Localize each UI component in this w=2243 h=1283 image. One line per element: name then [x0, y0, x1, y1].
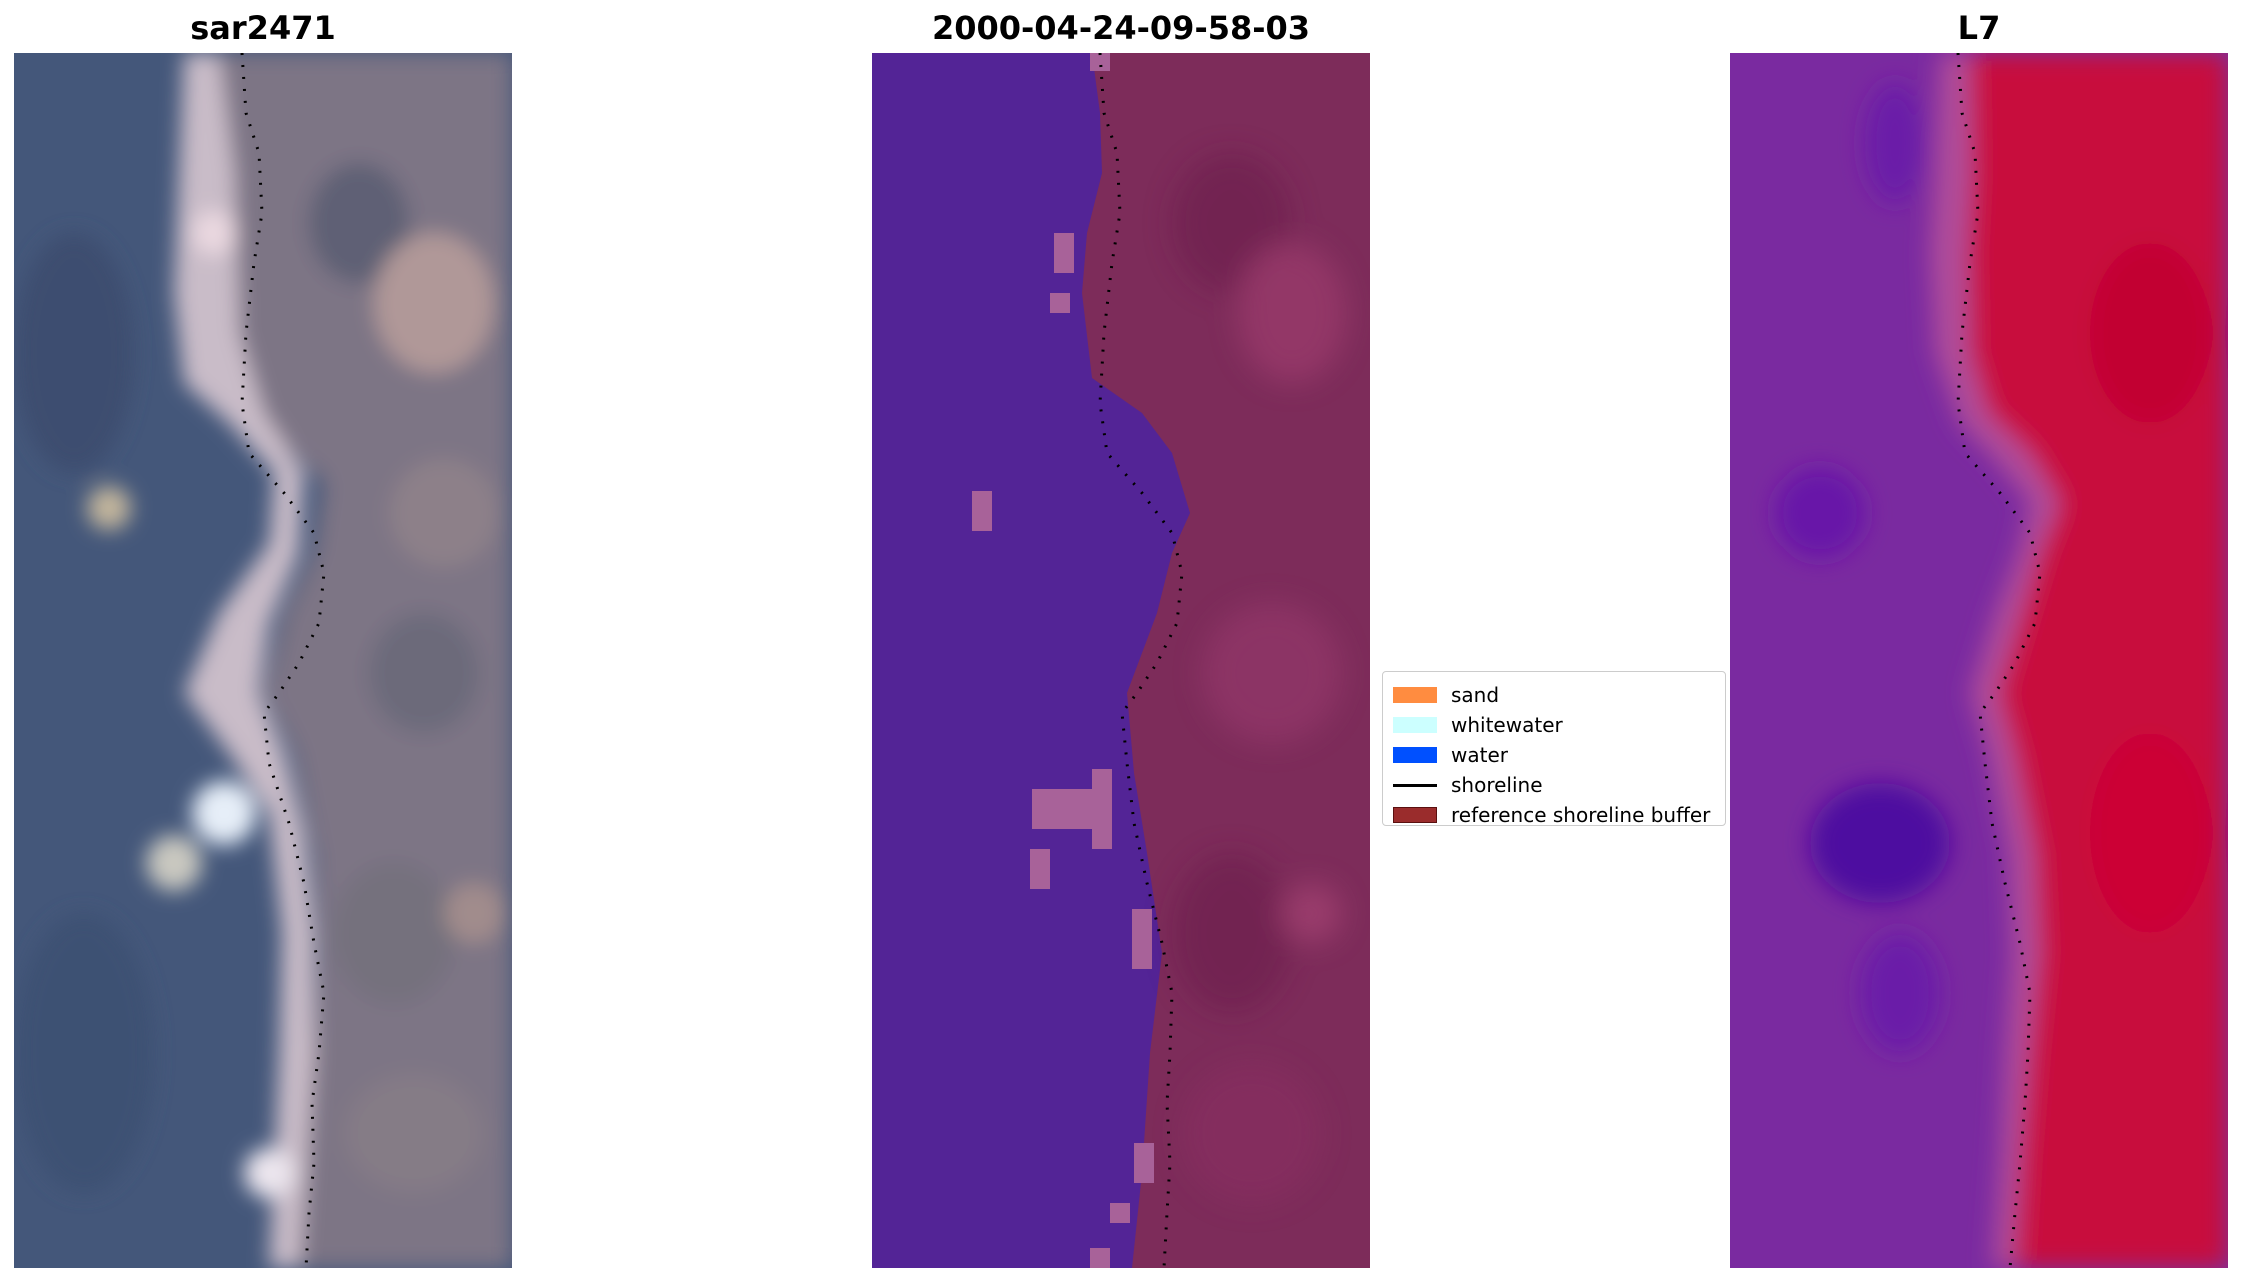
panel-title-rgb: sar2471: [190, 9, 336, 47]
legend-item-reference-shoreline-buffer: reference shoreline buffer: [1393, 800, 1715, 830]
sand-swatch: [1393, 687, 1437, 703]
legend-label: whitewater: [1451, 713, 1563, 737]
index-image: [1730, 53, 2228, 1268]
legend-label: sand: [1451, 683, 1500, 707]
legend-label: water: [1451, 743, 1508, 767]
legend-label: shoreline: [1451, 773, 1543, 797]
panel-title-index: L7: [1957, 9, 2001, 47]
legend-item-whitewater: whitewater: [1393, 710, 1715, 740]
legend-label: reference shoreline buffer: [1451, 803, 1711, 827]
shoreline-line-swatch: [1393, 783, 1437, 787]
legend-item-water: water: [1393, 740, 1715, 770]
legend-item-sand: sand: [1393, 680, 1715, 710]
whitewater-swatch: [1393, 717, 1437, 733]
classification-image: [872, 53, 1370, 1268]
panel-title-classification: 2000-04-24-09-58-03: [931, 9, 1311, 47]
water-swatch: [1393, 747, 1437, 763]
legend-item-shoreline: shoreline: [1393, 770, 1715, 800]
legend: sand whitewater water shoreline referenc…: [1382, 671, 1726, 827]
buffer-swatch: [1393, 807, 1437, 823]
rgb-satellite-image: [14, 53, 512, 1268]
